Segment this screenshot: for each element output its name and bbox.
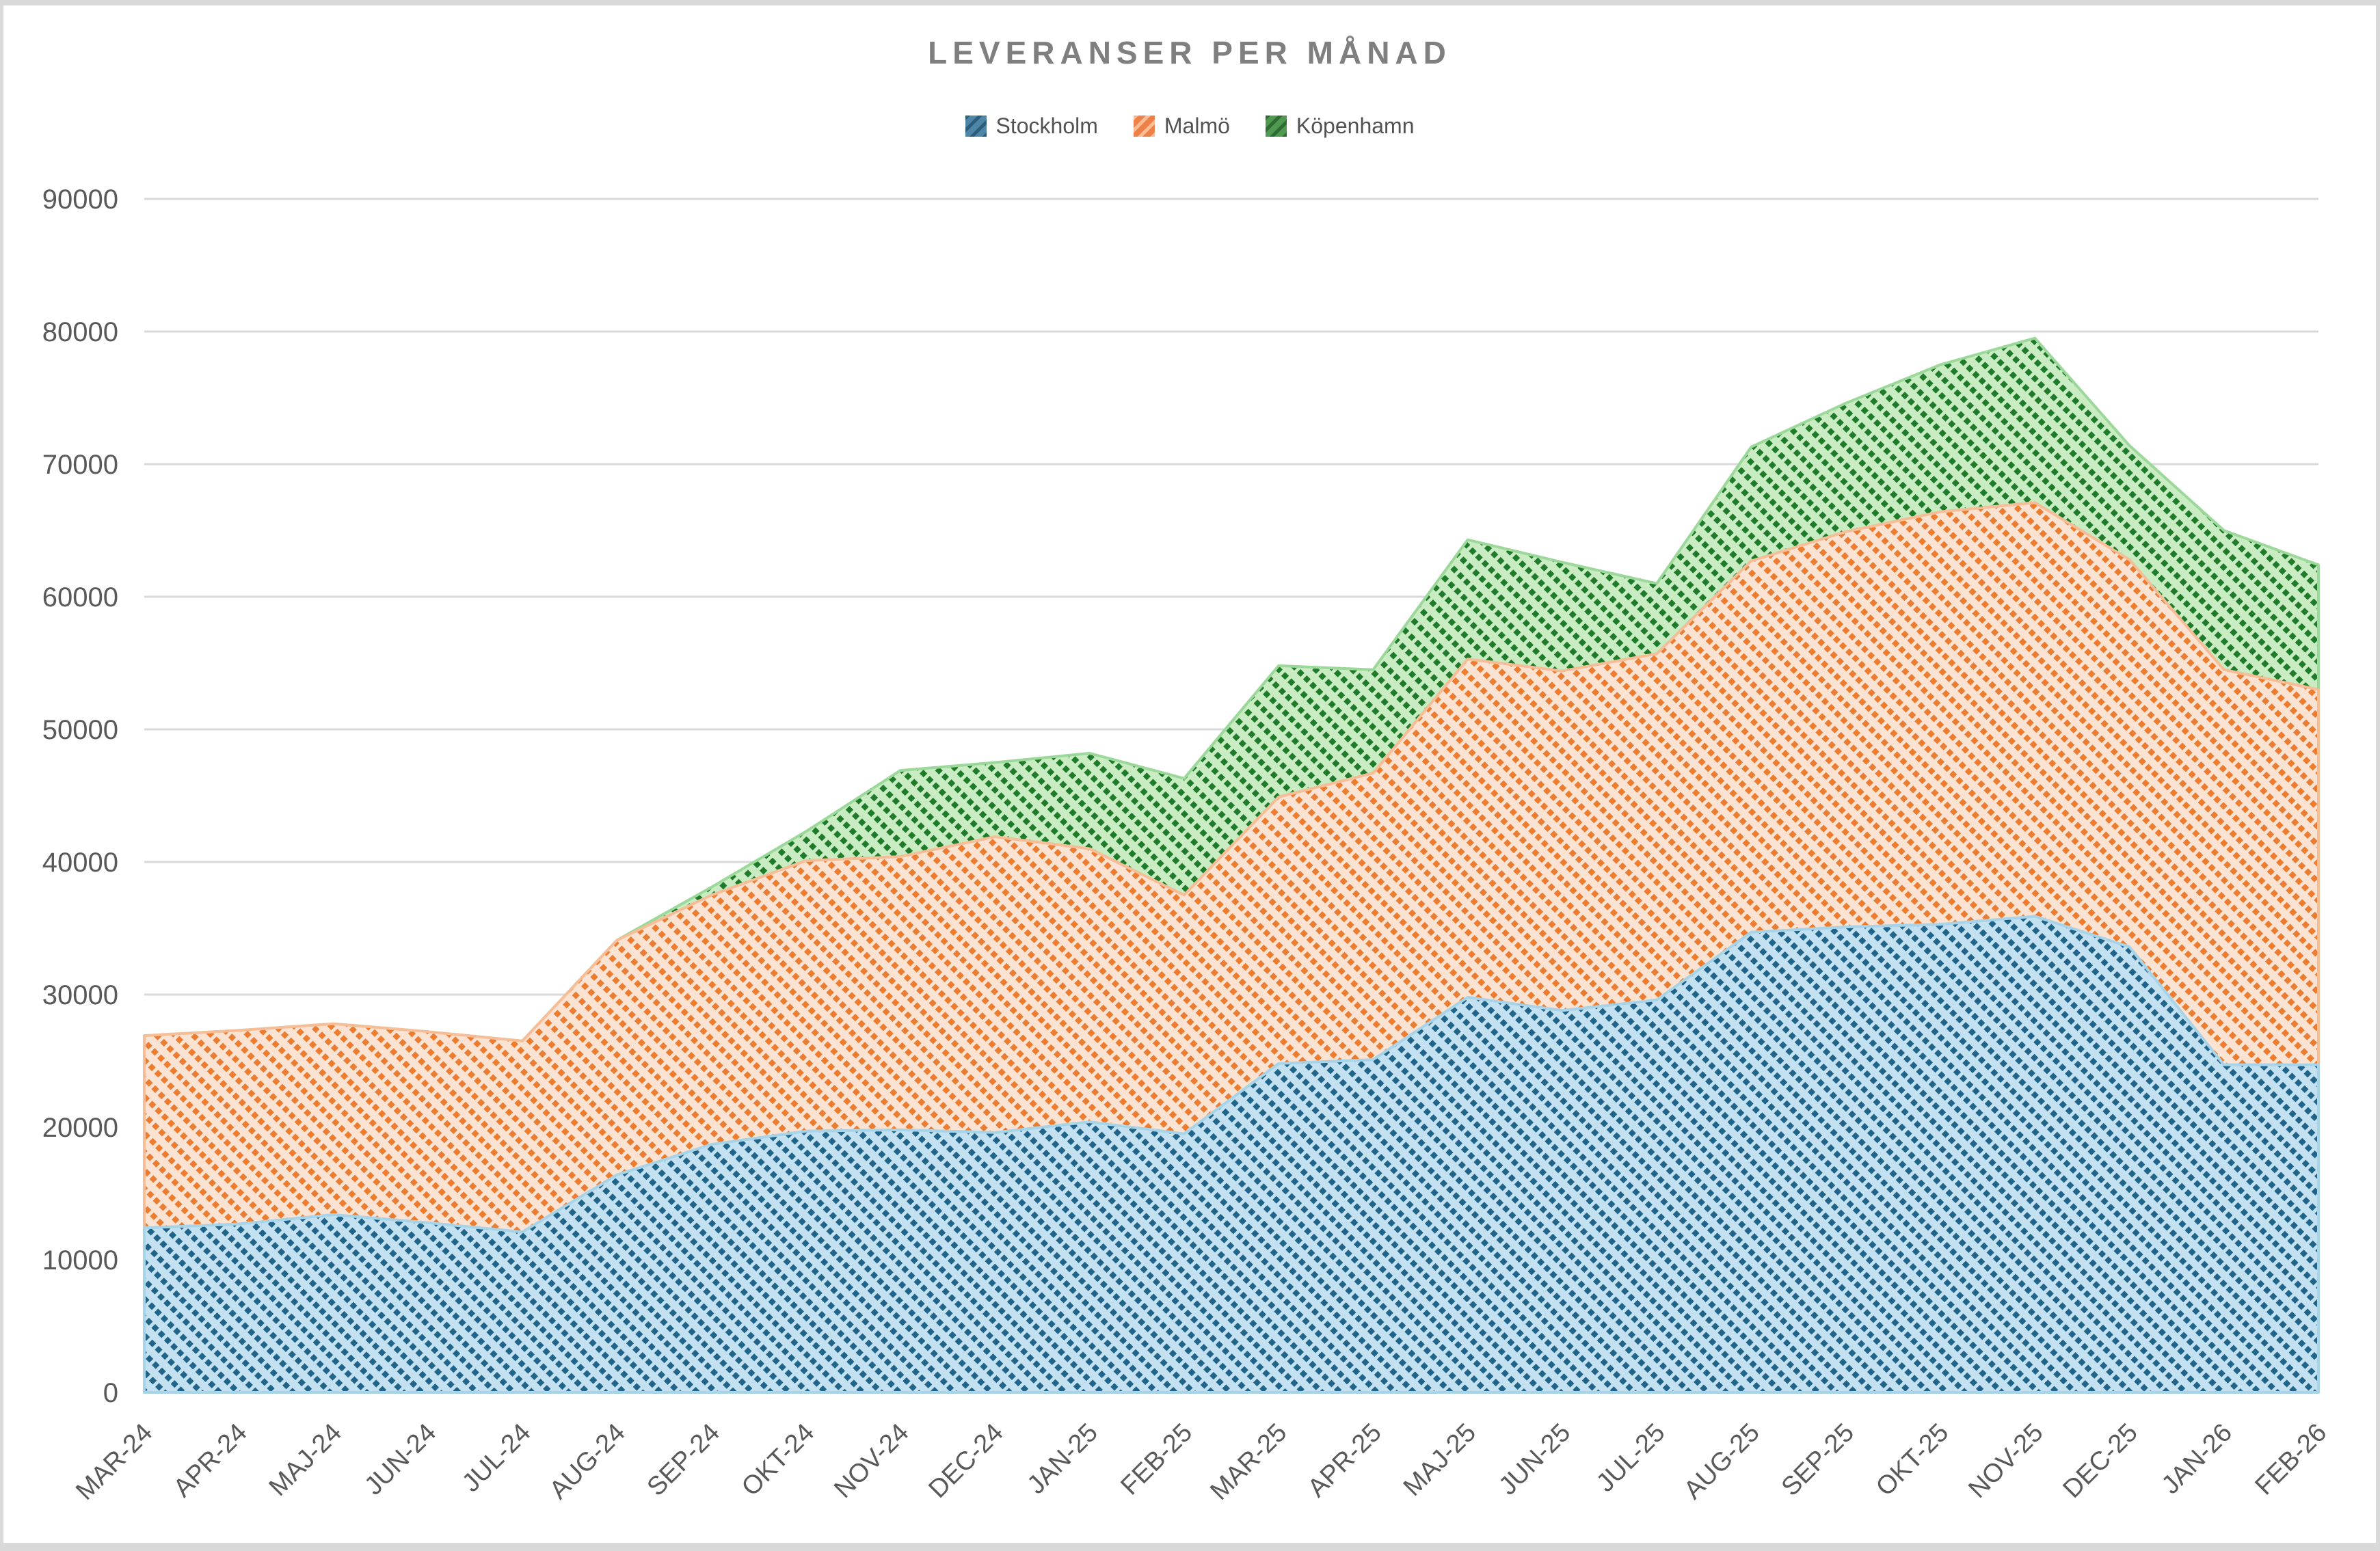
x-axis-tick-MAR-24: MAR-24 <box>70 1418 158 1506</box>
x-axis-tick-OKT-25: OKT-25 <box>1871 1418 1954 1502</box>
legend-item-köpenhamn: Köpenhamn <box>1265 113 1415 139</box>
stacked-area-chart: 0 10000 20000 30000 40000 50000 60000 70000 8000… <box>42 185 2333 1506</box>
x-axis-tick-NOV-24: NOV-24 <box>829 1418 914 1504</box>
legend-swatch-icon <box>965 116 987 137</box>
x-axis-tick-JUN-24: JUN-24 <box>359 1418 442 1501</box>
y-axis-tick-90000: 90000 <box>42 185 118 215</box>
x-axis-tick-SEP-25: SEP-25 <box>1776 1418 1860 1502</box>
x-axis-tick-JUL-24: JUL-24 <box>457 1418 536 1498</box>
x-axis-tick-APR-24: APR-24 <box>168 1418 253 1503</box>
y-axis-tick-20000: 20000 <box>42 1113 118 1143</box>
y-axis-tick-30000: 30000 <box>42 980 118 1010</box>
legend-swatch-icon <box>1133 116 1155 137</box>
x-axis-tick-JAN-25: JAN-25 <box>1022 1418 1104 1500</box>
y-axis-tick-50000: 50000 <box>42 715 118 745</box>
x-axis-tick-MAJ-24: MAJ-24 <box>264 1418 347 1502</box>
y-axis-tick-40000: 40000 <box>42 848 118 878</box>
legend-item-malmö: Malmö <box>1133 113 1230 139</box>
x-axis-tick-AUG-24: AUG-24 <box>544 1418 631 1505</box>
x-axis-tick-FEB-25: FEB-25 <box>1115 1418 1198 1501</box>
x-axis-tick-AUG-25: AUG-25 <box>1679 1418 1765 1505</box>
x-axis-tick-APR-25: APR-25 <box>1302 1418 1387 1503</box>
x-axis-tick-DEC-25: DEC-25 <box>2058 1418 2143 1504</box>
x-axis-tick-JUN-25: JUN-25 <box>1493 1418 1576 1501</box>
x-axis-tick-OKT-24: OKT-24 <box>736 1418 820 1502</box>
y-axis-tick-10000: 10000 <box>42 1245 118 1276</box>
chart-legend: Stockholm Malmö Köpenhamn <box>3 113 2376 139</box>
y-axis-tick-0: 0 <box>103 1378 118 1408</box>
legend-label: Malmö <box>1164 113 1230 138</box>
x-axis-tick-NOV-25: NOV-25 <box>1963 1418 2048 1504</box>
legend-item-stockholm: Stockholm <box>965 113 1098 139</box>
legend-label: Köpenhamn <box>1296 113 1415 138</box>
x-axis-tick-MAR-25: MAR-25 <box>1205 1418 1292 1506</box>
x-axis-tick-SEP-24: SEP-24 <box>642 1418 725 1502</box>
area-stockholm <box>143 915 2320 1394</box>
x-axis-tick-DEC-24: DEC-24 <box>923 1418 1008 1504</box>
x-axis-tick-FEB-26: FEB-26 <box>2250 1418 2333 1501</box>
y-axis-tick-70000: 70000 <box>42 450 118 480</box>
x-axis-tick-JUL-25: JUL-25 <box>1591 1418 1670 1498</box>
legend-label: Stockholm <box>995 113 1098 138</box>
legend-swatch-icon <box>1265 116 1287 137</box>
x-axis-tick-JAN-26: JAN-26 <box>2156 1418 2238 1500</box>
chart-title: LEVERANSER PER MÅNAD <box>928 35 1452 70</box>
x-axis-tick-MAJ-25: MAJ-25 <box>1398 1418 1482 1502</box>
y-axis-tick-80000: 80000 <box>42 317 118 347</box>
y-axis-tick-60000: 60000 <box>42 582 118 612</box>
